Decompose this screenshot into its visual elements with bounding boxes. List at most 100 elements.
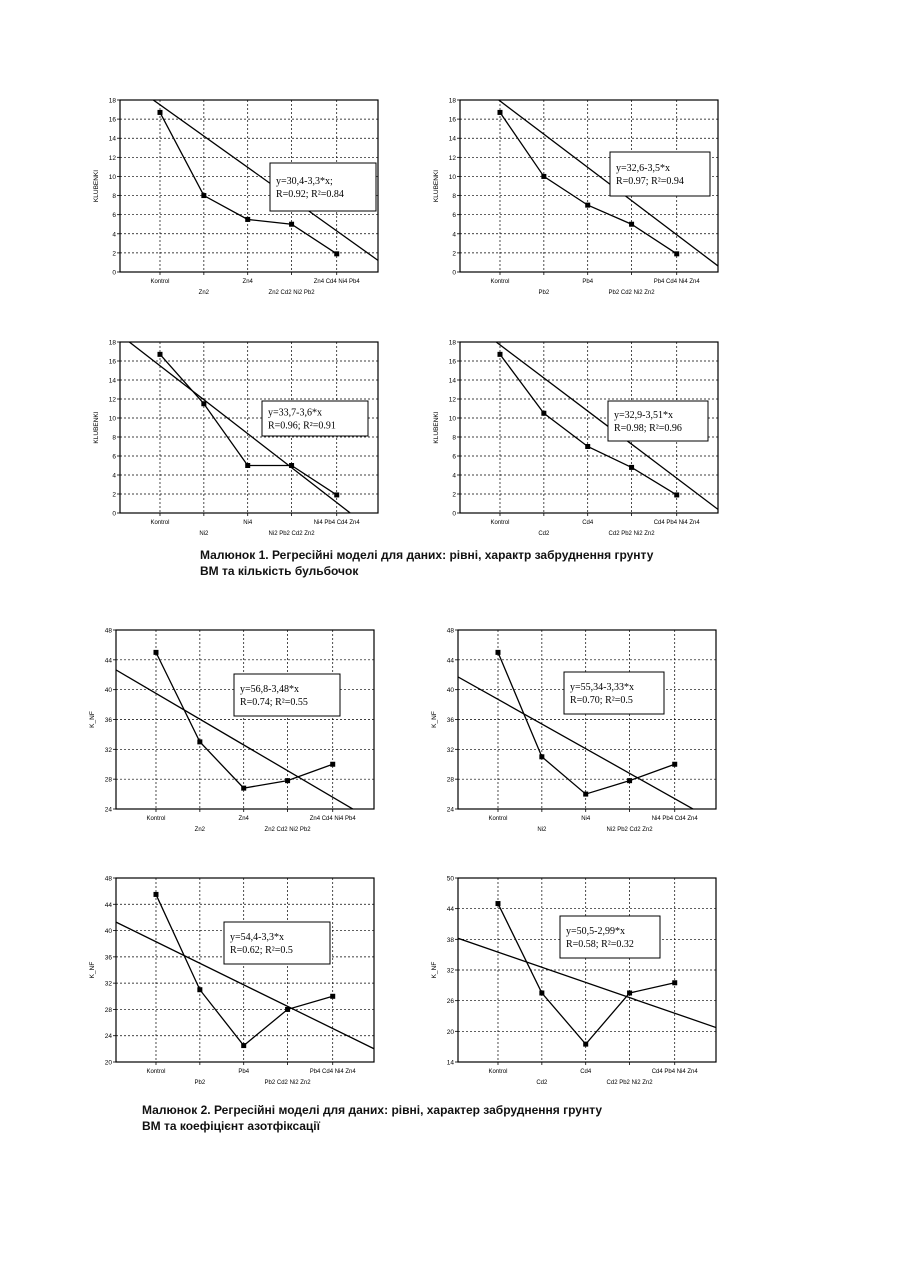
y-tick-label: 24 (105, 1033, 113, 1040)
y-tick-label: 40 (447, 687, 455, 694)
equation-box (270, 163, 376, 211)
y-axis-label: KLUBENKI (93, 411, 100, 443)
y-tick-label: 10 (109, 416, 117, 423)
equation-text: y=55,34-3,33*x (570, 682, 634, 693)
equation-text: y=32,9-3,51*x (614, 410, 673, 421)
data-point (672, 980, 677, 985)
chart-1: 024681012141618KLUBENKIKontrolZn4Zn4 Cd4… (93, 76, 378, 296)
equation-text: y=32,6-3,5*x (616, 163, 670, 174)
x-tick-label: Pb2 (539, 290, 550, 296)
data-point (629, 222, 634, 227)
y-tick-label: 50 (447, 876, 455, 883)
x-tick-label: Ni4 (581, 816, 591, 822)
chart-2: 024681012141618KLUBENKIKontrolPb4Pb4 Cd4… (433, 71, 718, 296)
y-tick-label: 16 (449, 117, 457, 124)
x-tick-label: Cd2 Pb2 Ni2 Zn2 (607, 1080, 654, 1086)
equation-text: y=56,8-3,48*x (240, 684, 299, 695)
x-tick-label: Pb2 Cd2 Ni2 Zn2 (265, 1080, 312, 1086)
y-tick-label: 6 (112, 454, 116, 461)
y-tick-label: 6 (452, 454, 456, 461)
y-tick-label: 18 (449, 98, 457, 105)
fit-statistics-text: R=0.92; R²=0.84 (276, 189, 344, 200)
data-point (241, 1043, 246, 1048)
x-tick-label: Ni4 Pb4 Cd4 Zn4 (314, 520, 361, 526)
data-point (153, 892, 158, 897)
y-tick-label: 2 (112, 250, 116, 257)
y-tick-label: 48 (105, 628, 113, 635)
y-tick-label: 0 (452, 511, 456, 518)
y-tick-label: 38 (447, 937, 455, 944)
x-tick-label: Kontrol (488, 1069, 507, 1075)
y-tick-label: 0 (112, 511, 116, 518)
y-tick-label: 8 (112, 435, 116, 442)
x-tick-label: Zn4 (243, 279, 254, 285)
x-tick-label: Zn2 (195, 827, 206, 833)
y-tick-label: 8 (112, 193, 116, 200)
equation-text: y=30,4-3,3*x; (276, 176, 333, 187)
y-tick-label: 48 (447, 628, 455, 635)
y-tick-label: 32 (447, 747, 455, 754)
data-point (330, 994, 335, 999)
data-point (289, 222, 294, 227)
fit-statistics-text: R=0.62; R²=0.5 (230, 945, 293, 956)
x-tick-label: Kontrol (488, 816, 507, 822)
x-tick-label: Zn2 (199, 290, 210, 296)
y-axis-label: KLUBENKI (433, 170, 440, 202)
y-tick-label: 24 (105, 807, 113, 814)
y-tick-label: 36 (105, 717, 113, 724)
x-tick-label: Zn4 Cd4 Ni4 Pb4 (314, 279, 361, 285)
y-tick-label: 18 (109, 98, 117, 105)
data-point (289, 463, 294, 468)
y-tick-label: 20 (105, 1060, 113, 1067)
data-point (285, 778, 290, 783)
y-tick-label: 4 (112, 473, 116, 480)
data-point (330, 762, 335, 767)
y-tick-label: 0 (112, 270, 116, 277)
y-tick-label: 10 (109, 174, 117, 181)
equation-box (560, 916, 660, 958)
chart-3: 024681012141618KLUBENKIKontrolNi4Ni4 Pb4… (93, 335, 378, 537)
x-tick-label: Pb4 Cd4 Ni4 Zn4 (654, 279, 701, 285)
data-point (334, 492, 339, 497)
y-tick-label: 6 (452, 212, 456, 219)
y-tick-label: 14 (447, 1060, 455, 1067)
x-tick-label: Kontrol (150, 279, 169, 285)
chart-6: 24283236404448K_NFKontrolNi4Ni4 Pb4 Cd4 … (431, 628, 716, 834)
y-tick-label: 6 (112, 212, 116, 219)
y-tick-label: 28 (447, 777, 455, 784)
x-tick-label: Kontrol (146, 816, 165, 822)
x-tick-label: Pb4 (582, 279, 593, 285)
y-tick-label: 40 (105, 687, 113, 694)
y-tick-label: 10 (449, 416, 457, 423)
y-tick-label: 16 (109, 359, 117, 366)
y-tick-label: 16 (109, 117, 117, 124)
y-tick-label: 36 (105, 954, 113, 961)
y-tick-label: 12 (109, 397, 117, 404)
equation-box (564, 672, 664, 714)
chart-5: 24283236404448K_NFKontrolZn4Zn4 Cd4 Ni4 … (89, 628, 374, 834)
fit-statistics-text: R=0.96; R²=0.91 (268, 421, 336, 432)
equation-text: y=33,7-3,6*x (268, 408, 322, 419)
figure2-caption-line2: ВМ та коефіцієнт азотфіксації (142, 1118, 602, 1134)
data-point (674, 492, 679, 497)
data-point (541, 174, 546, 179)
data-point (629, 465, 634, 470)
y-axis-label: KLUBENKI (93, 170, 100, 202)
x-tick-label: Ni4 (243, 520, 253, 526)
y-tick-label: 44 (447, 906, 455, 913)
y-tick-label: 4 (112, 231, 116, 238)
y-tick-label: 44 (105, 902, 113, 909)
y-axis-label: K_NF (89, 711, 96, 728)
y-tick-label: 32 (105, 981, 113, 988)
x-tick-label: Kontrol (490, 279, 509, 285)
data-point (157, 110, 162, 115)
x-tick-label: Kontrol (146, 1069, 165, 1075)
data-point (585, 203, 590, 208)
y-axis-label: K_NF (89, 962, 96, 979)
figure1-caption: Малюнок 1. Регресійні моделі для даних: … (200, 547, 653, 579)
x-tick-label: Ni2 (537, 827, 547, 833)
data-point (539, 754, 544, 759)
equation-box (610, 152, 710, 196)
x-tick-label: Zn4 (239, 816, 250, 822)
data-point (539, 991, 544, 996)
